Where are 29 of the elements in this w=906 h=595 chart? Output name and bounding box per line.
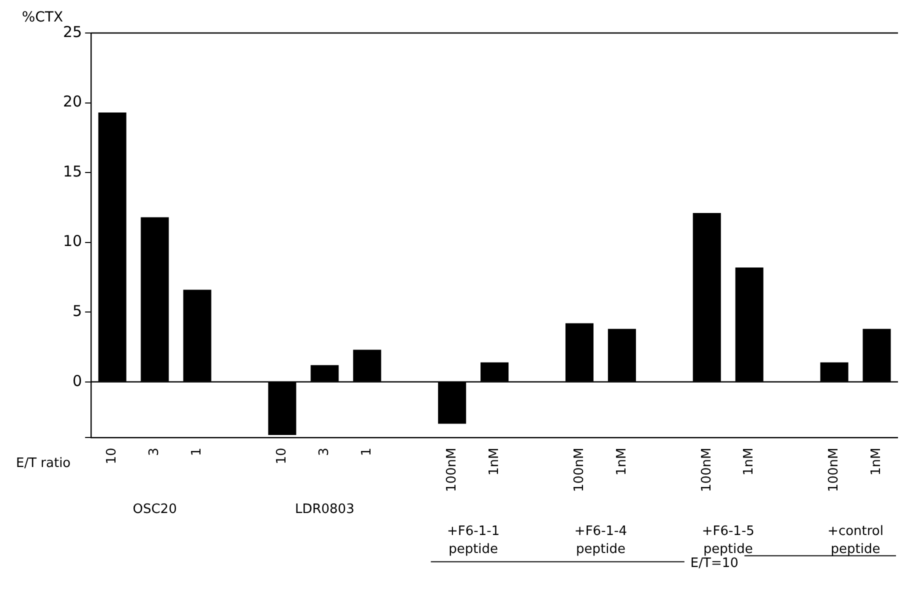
text: LDR0803 <box>294 502 354 518</box>
x-tick-label: 1nM <box>614 448 630 476</box>
x-tick-label: 100nM <box>444 448 460 492</box>
y-tick-label: 0 <box>72 372 82 390</box>
text: +F6-1-1 peptide <box>447 524 500 558</box>
text: +control peptide <box>828 524 884 558</box>
y-tick-label: 15 <box>62 162 82 180</box>
y-axis-title: %CTX <box>22 10 64 26</box>
x-tick-label: 10 <box>274 448 290 464</box>
y-tick-label: 10 <box>62 232 82 250</box>
y-tick-label: 25 <box>62 22 82 41</box>
y-tick-label: 5 <box>72 302 82 320</box>
x-tick-label: 3 <box>147 448 162 456</box>
x-tick-label: 100nM <box>826 448 842 492</box>
text: +F6-1-4 peptide <box>574 524 628 558</box>
text: E/T=10 <box>690 556 738 572</box>
x-tick-label: 1 <box>360 448 375 456</box>
x-tick-label: 100nM <box>699 448 714 492</box>
y-tick-label: 20 <box>62 92 82 111</box>
x-tick-label: 1nM <box>742 448 757 476</box>
x-tick-label: 3 <box>317 448 332 456</box>
x-tick-label: 1nM <box>486 448 502 476</box>
x-tick-label: 10 <box>104 448 120 464</box>
text: +F6-1-5 peptide <box>702 524 754 558</box>
text: OSC20 <box>132 502 177 518</box>
x-tick-label: 1 <box>190 448 205 456</box>
x-tick-label: 1nM <box>869 448 884 476</box>
x-tick-label: 100nM <box>572 448 587 492</box>
text: E/T ratio <box>16 456 71 472</box>
